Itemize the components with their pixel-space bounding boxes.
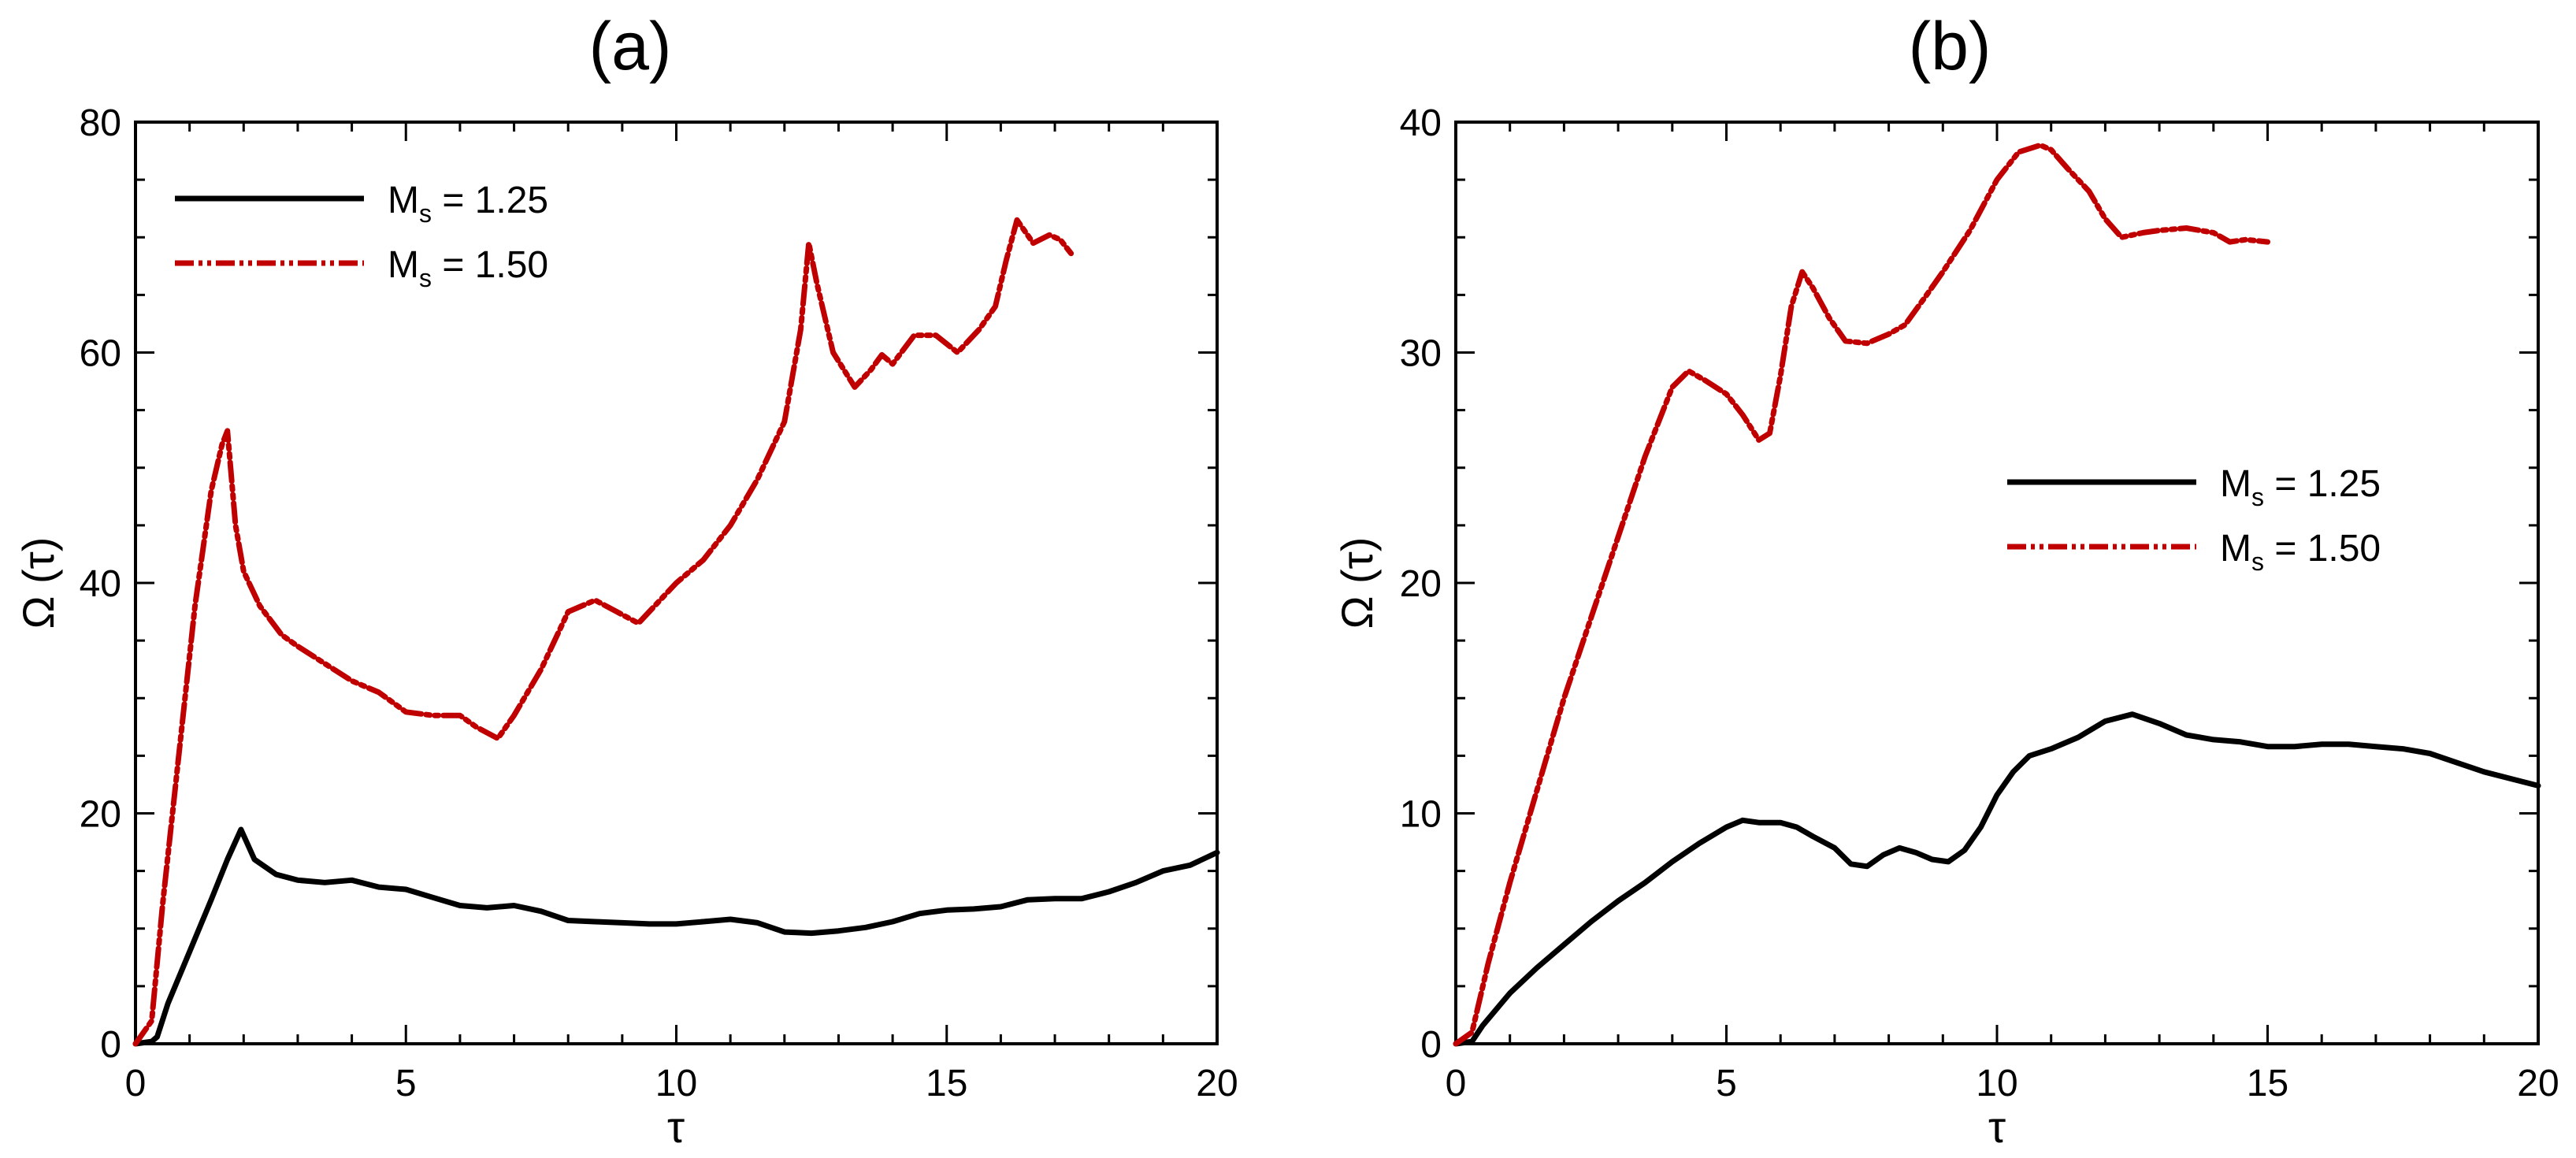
chart-panel-a: (a) 0 5 10 15 20 0 20 40 60 80 τ Ω (τ) Ms = 1.25… bbox=[13, 9, 1238, 1152]
legend-label-value: = 1.50 bbox=[432, 244, 548, 286]
legend-label-sub: s bbox=[2251, 483, 2264, 511]
chart-panel-b: (b) 0 5 10 15 20 0 10 20 30 40 τ Ω (τ) Ms = 1.25… bbox=[1332, 9, 2559, 1152]
x-tick-label: 5 bbox=[1716, 1063, 1737, 1104]
x-axis-label-b: τ bbox=[1988, 1102, 2006, 1152]
x-axis-label-a: τ bbox=[667, 1102, 685, 1152]
legend-label-value: = 1.25 bbox=[432, 180, 548, 221]
plot-frame-b bbox=[1454, 121, 2540, 1045]
series-group-a bbox=[132, 217, 1220, 1047]
series-line-ms-1-25 bbox=[1453, 711, 2541, 1047]
x-tick-label: 20 bbox=[2517, 1063, 2559, 1104]
y-tick-label: 20 bbox=[1400, 563, 1442, 605]
legend-label-main: M bbox=[388, 180, 419, 221]
legend-label: Ms = 1.50 bbox=[2220, 528, 2381, 576]
legend-label-sub: s bbox=[419, 264, 432, 292]
chart-title-b: (b) bbox=[1908, 9, 1991, 84]
series-line-ms-1-25 bbox=[132, 826, 1220, 1047]
y-tick-label: 0 bbox=[100, 1024, 121, 1066]
legend-label-sub: s bbox=[419, 199, 432, 228]
y-tick-label: 30 bbox=[1400, 333, 1442, 375]
series-group-b bbox=[1453, 142, 2541, 1047]
x-tick-label: 10 bbox=[655, 1063, 697, 1104]
y-tick-label: 0 bbox=[1420, 1024, 1442, 1066]
y-axis-label-a: Ω (τ) bbox=[13, 537, 63, 629]
legend-label-sub: s bbox=[2251, 547, 2264, 576]
x-tick-label: 0 bbox=[1446, 1063, 1467, 1104]
legend-label: Ms = 1.50 bbox=[388, 244, 548, 292]
x-axis-a: 0 5 10 15 20 bbox=[125, 122, 1238, 1104]
y-tick-label: 40 bbox=[1400, 102, 1442, 144]
y-axis-a: 0 20 40 60 80 bbox=[80, 102, 1217, 1066]
y-axis-b: 0 10 20 30 40 bbox=[1400, 102, 2538, 1066]
legend-label: Ms = 1.25 bbox=[388, 180, 548, 228]
x-tick-label: 15 bbox=[2247, 1063, 2288, 1104]
series-line-ms-1-50 bbox=[1453, 142, 2270, 1047]
legend-label-main: M bbox=[388, 244, 419, 286]
series-line-ms-1-50 bbox=[132, 217, 1075, 1047]
x-tick-label: 0 bbox=[125, 1063, 147, 1104]
legend-label-main: M bbox=[2220, 463, 2251, 505]
y-tick-label: 10 bbox=[1400, 794, 1442, 836]
legend-label-value: = 1.25 bbox=[2264, 463, 2381, 505]
y-tick-label: 20 bbox=[80, 794, 121, 836]
y-tick-label: 60 bbox=[80, 333, 121, 375]
y-tick-label: 40 bbox=[80, 563, 121, 605]
legend-label-value: = 1.50 bbox=[2264, 528, 2381, 570]
legend-label-main: M bbox=[2220, 528, 2251, 570]
x-tick-label: 10 bbox=[1976, 1063, 2017, 1104]
y-tick-label: 80 bbox=[80, 102, 121, 144]
legend-label: Ms = 1.25 bbox=[2220, 463, 2381, 511]
x-tick-label: 20 bbox=[1196, 1063, 1238, 1104]
chart-title-a: (a) bbox=[588, 9, 671, 84]
x-tick-label: 15 bbox=[926, 1063, 967, 1104]
x-axis-b: 0 5 10 15 20 bbox=[1446, 122, 2559, 1104]
x-tick-label: 5 bbox=[395, 1063, 417, 1104]
y-axis-label-b: Ω (τ) bbox=[1332, 537, 1382, 629]
